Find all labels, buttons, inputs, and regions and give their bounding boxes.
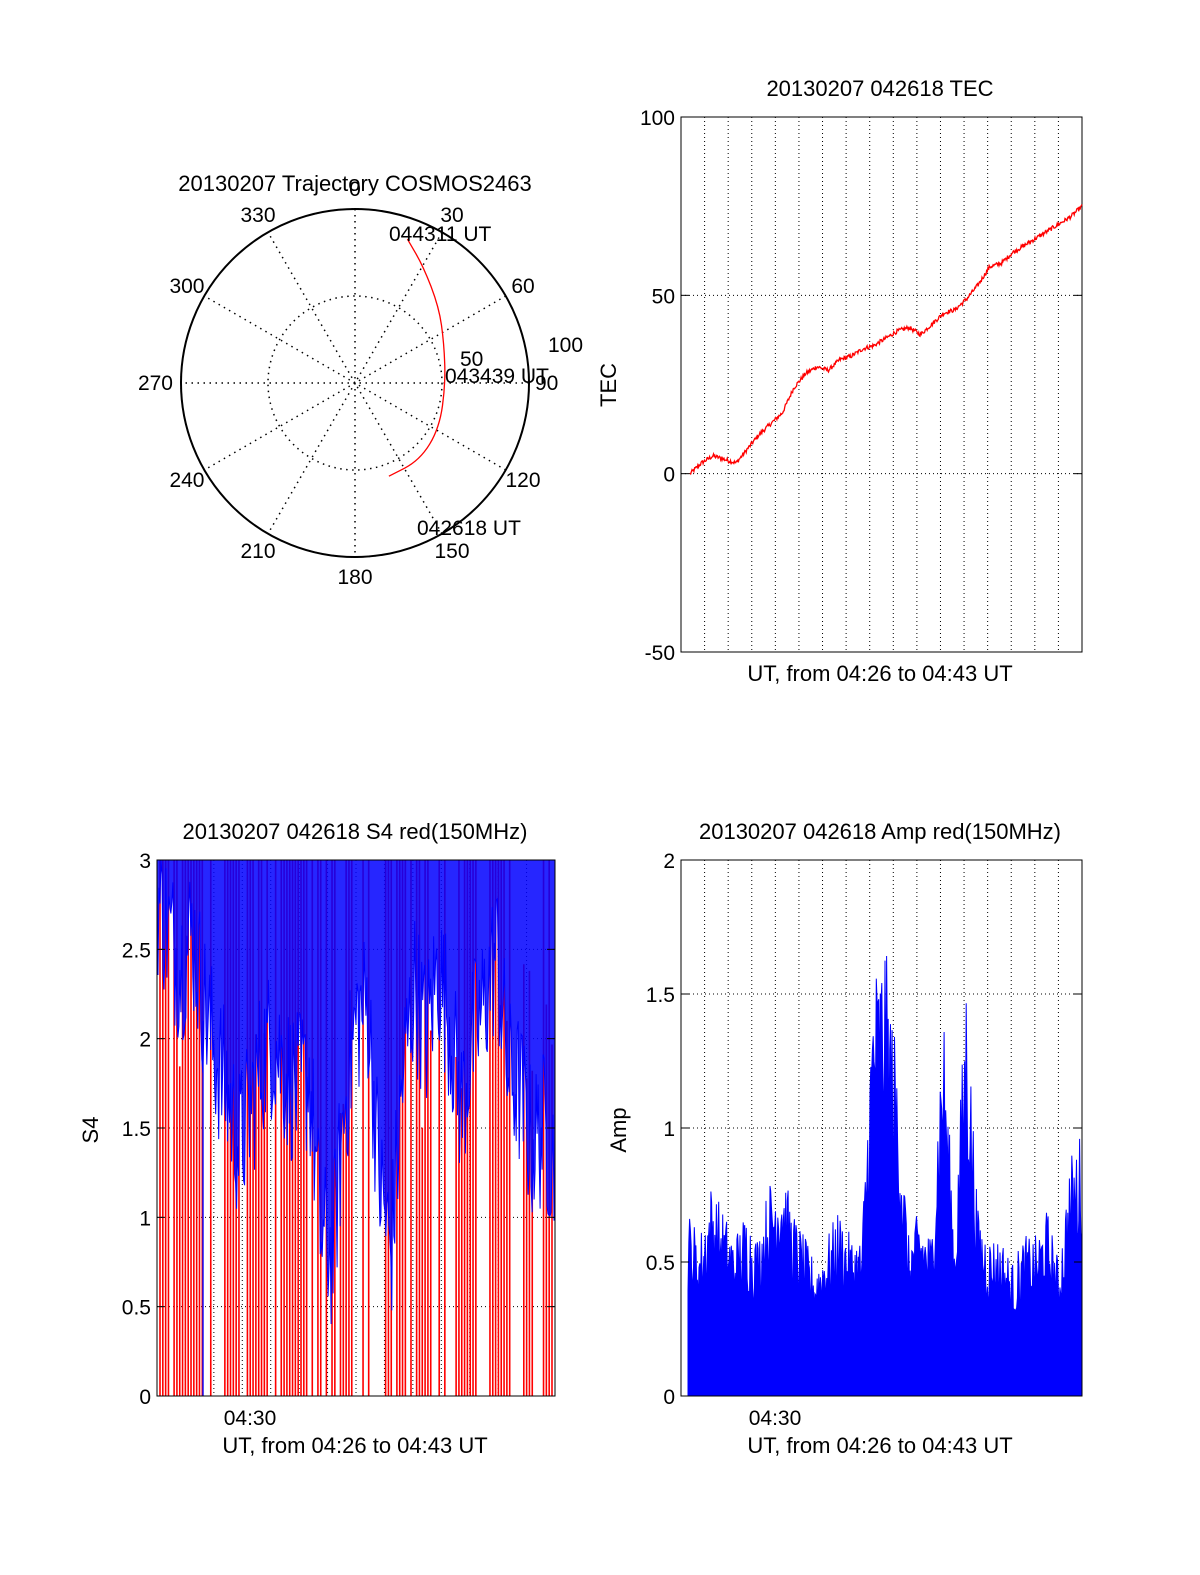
angle-label-210: 210 bbox=[240, 540, 275, 563]
amp-x-tick-0430: 04:30 bbox=[749, 1407, 802, 1430]
s4-ytick-label: 1 bbox=[139, 1207, 151, 1230]
s4-plot: 20130207 042618 S4 red(150MHz) 0 0.5 1 1.5 2… bbox=[78, 819, 556, 1458]
amp-ytick-label: 0 bbox=[663, 1386, 675, 1409]
radial-label-50: 50 bbox=[460, 348, 483, 371]
s4-title: 20130207 042618 S4 red(150MHz) bbox=[183, 819, 528, 844]
s4-y-ticks: 0 0.5 1 1.5 2 2.5 3 bbox=[122, 850, 555, 1409]
tec-series-line bbox=[689, 204, 1083, 476]
angle-label-300: 300 bbox=[169, 275, 204, 298]
s4-blue-series bbox=[156, 859, 556, 1325]
tec-ytick-label: 100 bbox=[640, 107, 675, 130]
tec-ytick-label: 50 bbox=[652, 285, 675, 308]
angle-label-180: 180 bbox=[337, 566, 372, 589]
track-end-label: 044311 UT bbox=[389, 223, 492, 246]
tec-y-label: TEC bbox=[596, 363, 621, 407]
s4-y-label: S4 bbox=[78, 1117, 103, 1144]
s4-x-tick-0430: 04:30 bbox=[224, 1407, 277, 1430]
tec-title: 20130207 042618 TEC bbox=[766, 76, 993, 101]
amp-y-ticks: 0 0.5 1 1.5 2 bbox=[646, 850, 1082, 1409]
s4-ytick-label: 1.5 bbox=[122, 1118, 151, 1141]
s4-ytick-label: 0.5 bbox=[122, 1297, 151, 1320]
amp-y-label: Amp bbox=[606, 1107, 631, 1152]
amp-ytick-label: 0.5 bbox=[646, 1252, 675, 1275]
s4-x-label: UT, from 04:26 to 04:43 UT bbox=[222, 1433, 487, 1458]
tec-ytick-label: 0 bbox=[663, 464, 675, 487]
trajectory-polar-plot: 20130207 Trajectory COSMOS2463 0 30 60 90 12… bbox=[138, 171, 583, 589]
tec-frame bbox=[680, 116, 1083, 653]
amp-title: 20130207 042618 Amp red(150MHz) bbox=[699, 819, 1061, 844]
polar-ring-50 bbox=[267, 295, 443, 471]
angle-label-150: 150 bbox=[434, 540, 469, 563]
tec-ytick-label: -50 bbox=[645, 642, 675, 665]
tec-y-ticks: -50 0 50 100 bbox=[640, 107, 1082, 665]
s4-ytick-label: 2 bbox=[139, 1029, 151, 1052]
angle-label-270: 270 bbox=[138, 372, 173, 395]
tec-grid bbox=[681, 117, 1082, 652]
s4-ytick-label: 0 bbox=[139, 1386, 151, 1409]
track-mid-label: 043439 UT bbox=[445, 365, 549, 388]
amp-ytick-label: 1.5 bbox=[646, 984, 675, 1007]
amp-x-label: UT, from 04:26 to 04:43 UT bbox=[747, 1433, 1012, 1458]
amp-series-area bbox=[687, 955, 1083, 1397]
angle-label-240: 240 bbox=[169, 469, 204, 492]
radial-label-100: 100 bbox=[548, 334, 583, 357]
amp-ytick-label: 1 bbox=[663, 1118, 675, 1141]
angle-label-90: 90 bbox=[535, 372, 558, 395]
s4-ytick-label: 2.5 bbox=[122, 939, 151, 962]
satellite-track bbox=[388, 238, 446, 477]
amp-plot: 20130207 042618 Amp red(150MHz) 0 0.5 1 1.5… bbox=[606, 819, 1083, 1458]
polar-spoke-150 bbox=[267, 231, 443, 535]
angle-label-60: 60 bbox=[511, 275, 534, 298]
angle-label-0: 0 bbox=[349, 178, 361, 201]
polar-outer-ring bbox=[180, 208, 530, 558]
trajectory-title: 20130207 Trajectory COSMOS2463 bbox=[178, 171, 531, 196]
tec-x-label: UT, from 04:26 to 04:43 UT bbox=[747, 661, 1012, 686]
amp-ytick-label: 2 bbox=[663, 850, 675, 873]
angle-label-30: 30 bbox=[440, 204, 463, 227]
tec-plot: 20130207 042618 TEC -50 0 50 100 TEC UT, fr… bbox=[596, 76, 1083, 686]
angle-labels: 0 30 60 90 120 150 180 210 240 270 300 330 bbox=[138, 178, 558, 589]
s4-ytick-label: 3 bbox=[139, 850, 151, 873]
angle-label-120: 120 bbox=[505, 469, 540, 492]
track-start-label: 042618 UT bbox=[417, 517, 521, 540]
angle-label-330: 330 bbox=[240, 204, 275, 227]
